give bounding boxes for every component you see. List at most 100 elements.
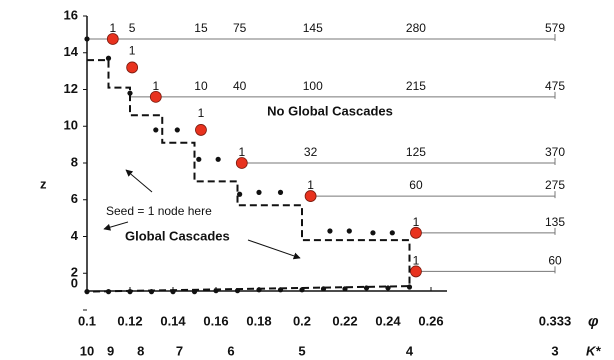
arrow [103,221,129,231]
size-label: 370 [545,145,565,159]
black-point [105,55,112,61]
red-point [149,90,162,103]
size-label: 475 [545,79,565,93]
black-point [191,289,198,295]
k-tick-label: 4 [406,343,414,358]
size-label: 280 [406,21,426,35]
black-point [277,287,284,293]
black-point [256,287,262,293]
black-point [385,285,391,291]
black-point [370,230,376,236]
black-point [299,287,305,293]
y-tick-label: 4 [71,228,79,243]
x-tick-label: 0.1 [78,313,96,328]
size-label: 75 [233,21,247,35]
size-label: 579 [545,21,565,35]
cascade-boundary [86,59,411,293]
size-label: 1 [413,215,420,229]
size-label: 145 [303,21,323,35]
black-point [153,127,159,133]
x-axis-label: φ [588,313,599,330]
size-label: 100 [303,79,323,93]
x-tick-label: 0.12 [117,313,142,328]
y-tick-label: 0 [71,275,78,290]
k-tick-label: 3 [551,343,558,358]
size-label: 135 [545,215,565,229]
size-label: 15 [194,21,208,35]
red-point [235,157,248,169]
black-point [84,289,90,295]
x-tick-label: 0.333 [539,313,572,328]
x-tick-label: 0.18 [246,313,271,328]
black-point [389,230,395,236]
size-label: 1 [109,21,116,35]
black-point [363,285,370,291]
size-label: 32 [304,145,318,159]
annotation: Global Cascades [125,228,230,243]
black-point [327,228,333,234]
black-point [237,191,243,197]
y-tick-label: 8 [71,154,78,169]
red-point [106,33,119,45]
size-label: 1 [413,254,420,268]
x-tick-label: 0.16 [203,313,228,328]
y-tick-label: 12 [64,81,78,96]
k-tick-label: 5 [298,343,305,358]
size-label: 10 [194,79,208,93]
y-tick-label: 6 [71,191,78,206]
black-point [277,189,284,195]
size-label: 60 [409,178,423,192]
black-point [170,289,176,295]
point-label: 1 [198,106,205,120]
red-point [195,124,207,136]
red-point [410,265,422,278]
size-label: 1 [238,145,245,159]
k-tick-label: 6 [227,343,234,358]
black-point [215,156,221,162]
black-point [256,189,262,195]
black-point [174,127,180,133]
size-label: 1 [307,178,314,192]
annotation: No Global Cascades [267,103,393,118]
y-tick-label: 10 [64,118,78,133]
black-point [84,36,90,42]
y-tick-label: 2 [71,265,78,280]
black-point [320,286,327,292]
size-label: 275 [545,178,565,192]
size-label: 5 [129,21,136,35]
size-label: 40 [233,79,247,93]
x-tick-label: 0.14 [160,313,186,328]
black-point [127,90,133,96]
black-point [234,288,241,294]
x-tick-label: 0.24 [375,313,401,328]
k-tick-label: 10 [80,343,94,358]
black-point [342,286,348,292]
black-point [406,284,413,290]
size-label: 125 [406,145,426,159]
red-point [126,61,139,74]
y-tick-label: 16 [64,7,78,22]
arrow [247,239,301,260]
x-tick-label: 0.26 [418,313,443,328]
k-tick-label: 8 [137,343,144,358]
size-label: 215 [406,79,426,93]
k-axis-label: K* [586,343,601,358]
x-tick-label: 0.22 [332,313,357,328]
size-label: 1 [152,79,159,93]
black-point [196,156,202,162]
black-point [127,289,133,295]
y-tick-label: 14 [64,44,79,59]
k-tick-label: 9 [107,343,114,358]
black-point [148,289,155,295]
black-point [346,228,352,234]
x-tick-label: 0.2 [293,313,311,328]
arrow [125,169,153,193]
point-label: 1 [129,44,136,58]
black-point [105,289,112,295]
red-point [410,226,422,239]
black-point [213,288,219,294]
size-label: 60 [548,254,562,268]
y-axis-label: z [40,176,47,191]
red-point [304,190,317,202]
